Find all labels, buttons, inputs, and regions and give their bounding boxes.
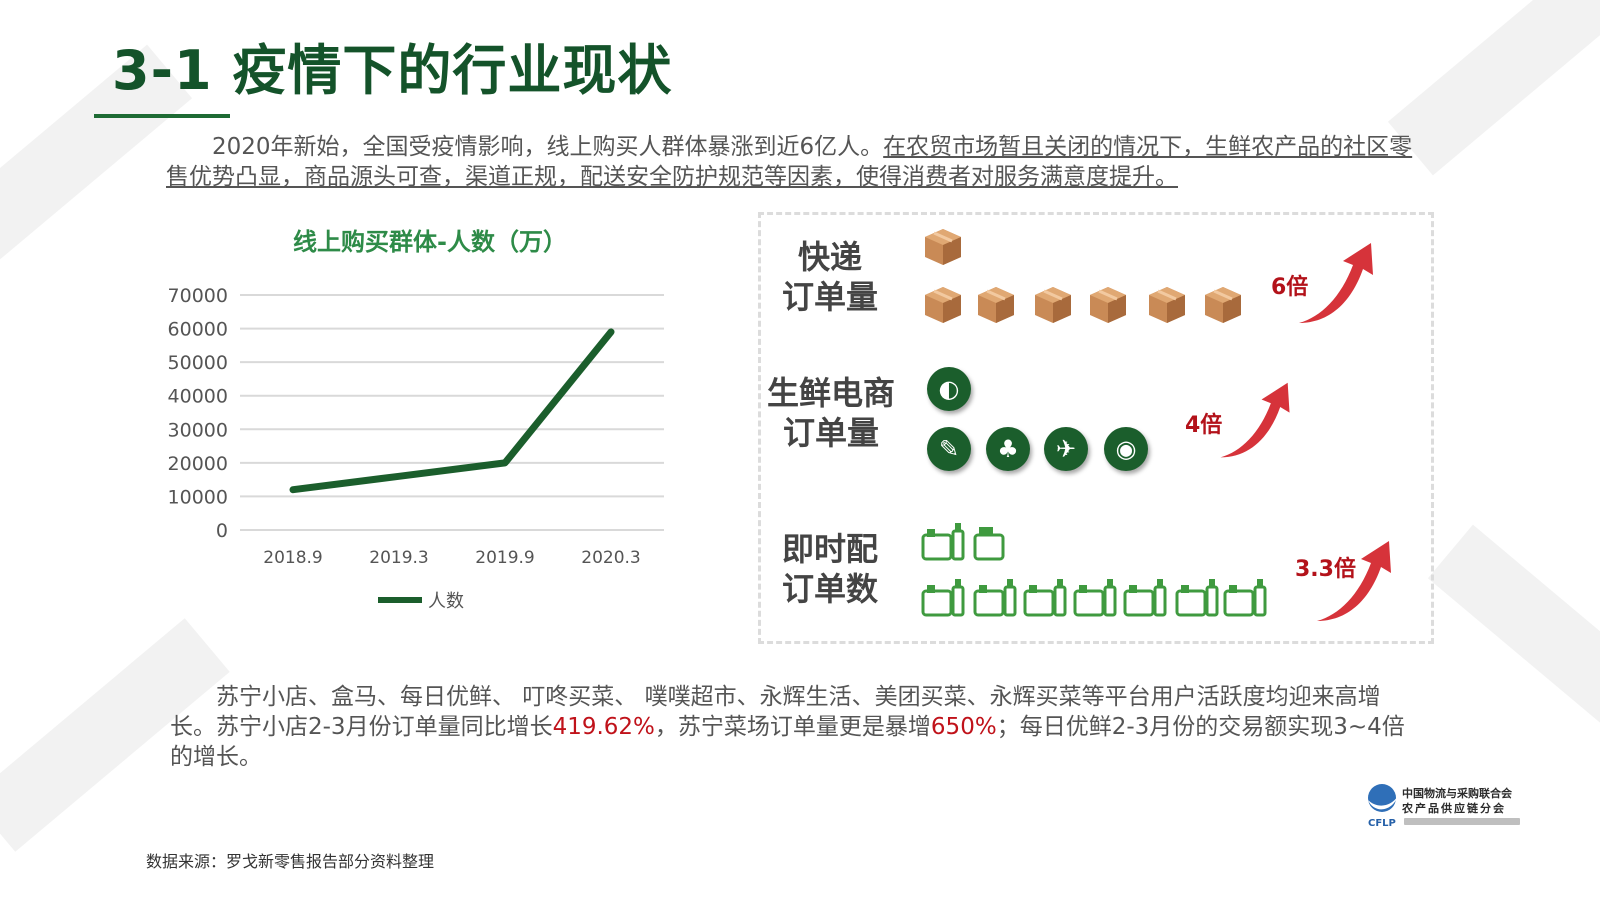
grocery-bag-icon [1023, 579, 1067, 617]
background-stripe [1387, 0, 1600, 176]
x-tick-label: 2018.9 [263, 548, 322, 568]
row-label-instant-delivery: 即时配 订单数 [781, 530, 878, 608]
chart-x-ticks: 2018.9 2019.3 2019.9 2020.3 [263, 548, 640, 568]
logo-text: 中国物流与采购联合会 农产品供应链分会 [1402, 787, 1512, 815]
logo-subtitle-bar [1404, 818, 1520, 825]
legend-label-people: 人数 [428, 591, 464, 612]
growth-arrow-icon [1299, 243, 1373, 323]
cflp-logo-icon [1368, 784, 1398, 812]
grocery-bag-icon [973, 579, 1017, 617]
bottom-text-part2: ，苏宁菜场订单量更是暴增 [654, 714, 931, 740]
y-tick-label: 20000 [168, 453, 228, 475]
x-tick-label: 2019.3 [369, 548, 428, 568]
parcel-box-icon [1205, 287, 1241, 323]
y-tick-label: 70000 [168, 285, 228, 307]
intro-paragraph: 2020年新始，全国受疫情影响，线上购买人群体暴涨到近6亿人。在农贸市场暂且关闭… [166, 132, 1416, 192]
y-tick-label: 50000 [168, 352, 228, 374]
intro-underlined-text: 在农贸市场暂且关闭的情况下，生鲜农产品的社区零售优势凸显，商品源头可查，渠道正规… [166, 134, 1413, 190]
y-tick-label: 0 [216, 520, 228, 542]
multiplier-fresh-ecommerce: 4倍 [1185, 413, 1223, 438]
highlight-suning-growth: 419.62% [552, 714, 655, 740]
background-stripe [1427, 524, 1600, 746]
chart-y-ticks: 0 10000 20000 30000 40000 50000 60000 70000 [168, 285, 228, 542]
grocery-bag-icon [921, 579, 965, 617]
multiplier-express: 6倍 [1271, 275, 1309, 300]
grocery-bag-icon [973, 527, 1005, 561]
y-tick-label: 60000 [168, 319, 228, 341]
bottom-text-part3: ；每日优鲜2-3月份的交易额实现3~4倍的增长。 [170, 714, 1405, 770]
y-tick-label: 30000 [168, 419, 228, 441]
grocery-bag-icon [1223, 579, 1267, 617]
parcel-box-icon [1035, 287, 1071, 323]
grocery-bag-icon [1123, 579, 1167, 617]
data-point [396, 473, 402, 480]
logo-abbr: CFLP [1368, 818, 1396, 829]
order-growth-panel: 快递 订单量 6倍 生鲜电商 订单量 ◐ ✎ ♣ ✈ ◉ 4倍 即时配 订单数 … [758, 212, 1434, 644]
data-point [608, 328, 614, 335]
bottom-text-part1: 苏宁小店、盒马、每日优鲜、 叮咚买菜、 噗噗超市、永辉生活、美团买菜、永辉买菜等… [170, 684, 1381, 740]
row-label-fresh-ecommerce: 生鲜电商 订单量 [766, 374, 895, 452]
parcel-box-icon [1149, 287, 1185, 323]
chart-points [290, 328, 614, 493]
grocery-bag-icon [1175, 579, 1219, 617]
y-tick-label: 10000 [168, 486, 228, 508]
parcel-box-icon [925, 287, 961, 323]
growth-arrow-icon [1317, 541, 1391, 621]
online-buyers-line-chart: 线上购买群体-人数（万） 0 10000 20000 30000 40000 50000 6… [168, 228, 664, 612]
parcel-box-icon [978, 287, 1014, 323]
fish-swim-icon: ✈ [1044, 427, 1088, 471]
intro-plain-text: 2020年新始，全国受疫情影响，线上购买人群体暴涨到近6亿人。 [212, 134, 884, 160]
y-tick-label: 40000 [168, 386, 228, 408]
parcel-box-icon [925, 229, 961, 265]
data-point [290, 486, 296, 493]
page-title: 3-1 疫情下的行业现状 [112, 39, 673, 102]
chart-gridlines [240, 294, 664, 531]
data-point [502, 459, 508, 466]
fish-icon: ◐ [927, 367, 971, 411]
series-line-people [289, 328, 615, 494]
grocery-bag-icon [921, 523, 965, 561]
grocery-bag-icon [1073, 579, 1117, 617]
steak-icon: ◉ [1104, 427, 1148, 471]
chart-title: 线上购买群体-人数（万） [293, 228, 567, 256]
growth-arrow-icon [1220, 382, 1290, 458]
cherry-icon: ♣ [986, 427, 1030, 471]
carrot-icon: ✎ [927, 427, 971, 471]
parcel-box-icon [1090, 287, 1126, 323]
bottom-paragraph: 苏宁小店、盒马、每日优鲜、 叮咚买菜、 噗噗超市、永辉生活、美团买菜、永辉买菜等… [170, 682, 1420, 772]
row-label-express: 快递 订单量 [781, 238, 878, 316]
data-source-note: 数据来源：罗戈新零售报告部分资料整理 [146, 852, 435, 871]
highlight-suning-market-growth: 650% [930, 714, 997, 740]
x-tick-label: 2020.3 [581, 548, 640, 568]
title-underline [94, 114, 230, 118]
x-tick-label: 2019.9 [475, 548, 534, 568]
multiplier-instant-delivery: 3.3倍 [1295, 557, 1356, 582]
